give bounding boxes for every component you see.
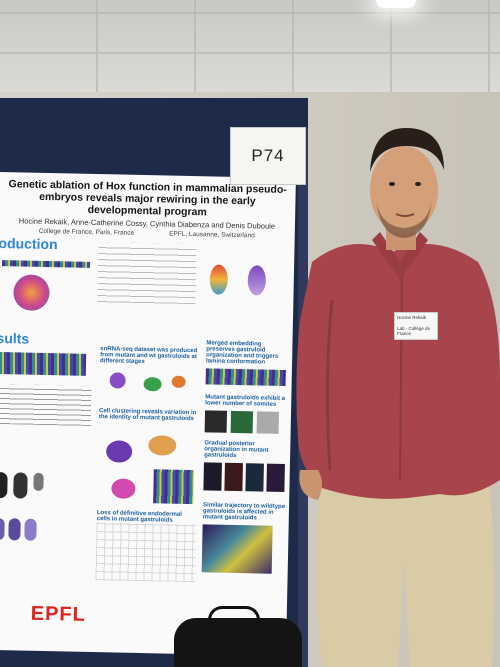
presenter-beard xyxy=(376,200,432,238)
presenter-shirt-shadow xyxy=(325,299,334,471)
presenter-right-eye xyxy=(415,182,421,186)
presenter-face xyxy=(370,146,438,234)
poster-number: P74 xyxy=(251,146,285,165)
badge-org: Lab - Collège de France xyxy=(397,326,431,336)
ceiling-tiles xyxy=(0,0,500,92)
presenter-trousers xyxy=(317,470,495,667)
backpack xyxy=(174,618,302,667)
poster-number-card: P74 xyxy=(230,127,306,185)
ceiling-light xyxy=(376,0,416,8)
presenter-left-hand xyxy=(299,470,322,500)
presenter-left-eye xyxy=(389,182,395,186)
presenter-shirt xyxy=(296,244,500,499)
presenter-hair xyxy=(370,128,444,172)
badge-name: Hocine Rekaik xyxy=(397,315,427,320)
name-badge: Hocine Rekaik Lab - Collège de France xyxy=(394,312,438,340)
presenter-mouth xyxy=(395,213,415,217)
ceiling xyxy=(0,0,500,92)
presenter-shirt-placket xyxy=(399,261,403,481)
